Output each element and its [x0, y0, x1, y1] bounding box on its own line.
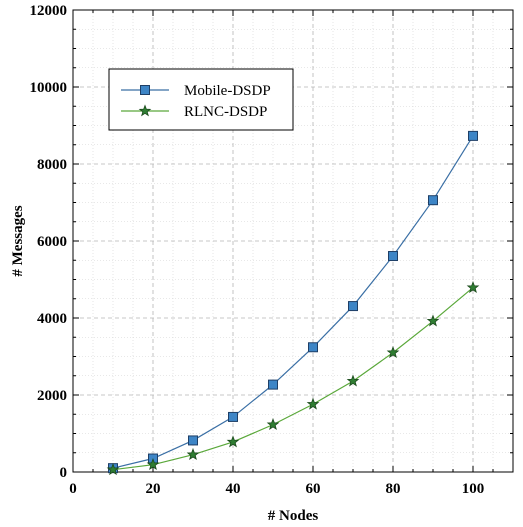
series-line — [112, 287, 474, 471]
data-point — [186, 448, 200, 461]
data-point — [306, 397, 320, 410]
data-point — [146, 458, 160, 471]
data-point — [268, 379, 278, 390]
x-axis-title: # Nodes — [268, 508, 319, 524]
x-tick-label: 60 — [306, 481, 321, 497]
legend-entry: RLNC-DSDP — [121, 104, 267, 120]
x-tick-label: 100 — [462, 481, 485, 497]
axes: 0 20 40 60 80 100 0 2000 4000 6000 8000 10000 12000 — [30, 3, 514, 497]
series-2 — [106, 280, 480, 476]
x-tick-label: 80 — [386, 481, 401, 497]
data-point — [106, 463, 120, 476]
legend-marker — [140, 85, 150, 95]
data-point — [308, 342, 318, 353]
legend-label: Mobile-DSDP — [184, 83, 271, 99]
data-point — [348, 301, 358, 312]
x-tick-label: 40 — [226, 481, 241, 497]
data-point — [266, 417, 280, 431]
legend: Mobile-DSDP RLNC-DSDP — [108, 68, 294, 131]
x-tick-label: 20 — [146, 481, 161, 497]
y-axis-title: # Messages — [10, 205, 26, 276]
data-point — [226, 435, 240, 448]
legend-entry: Mobile-DSDP — [121, 83, 271, 99]
data-point — [466, 280, 480, 293]
y-tick-label: 12000 — [30, 3, 68, 19]
series — [106, 130, 480, 476]
y-tick-label: 2000 — [37, 388, 67, 404]
y-tick-label: 0 — [60, 465, 68, 481]
data-point — [346, 374, 360, 387]
legend-marker — [138, 104, 152, 117]
y-tick-label: 10000 — [30, 80, 68, 96]
legend-label: RLNC-DSDP — [184, 104, 267, 120]
legend-box — [108, 68, 294, 131]
data-point — [426, 314, 440, 327]
x-tick-label: 0 — [69, 481, 77, 497]
y-tick-label: 6000 — [37, 234, 67, 250]
y-tick-label: 8000 — [37, 157, 67, 173]
y-tick-label: 4000 — [37, 311, 67, 327]
data-point — [428, 195, 438, 206]
data-point — [188, 435, 198, 446]
data-point — [386, 345, 400, 359]
data-point — [468, 130, 478, 141]
data-point — [388, 251, 398, 262]
data-point — [228, 411, 238, 422]
series-line — [112, 135, 474, 469]
